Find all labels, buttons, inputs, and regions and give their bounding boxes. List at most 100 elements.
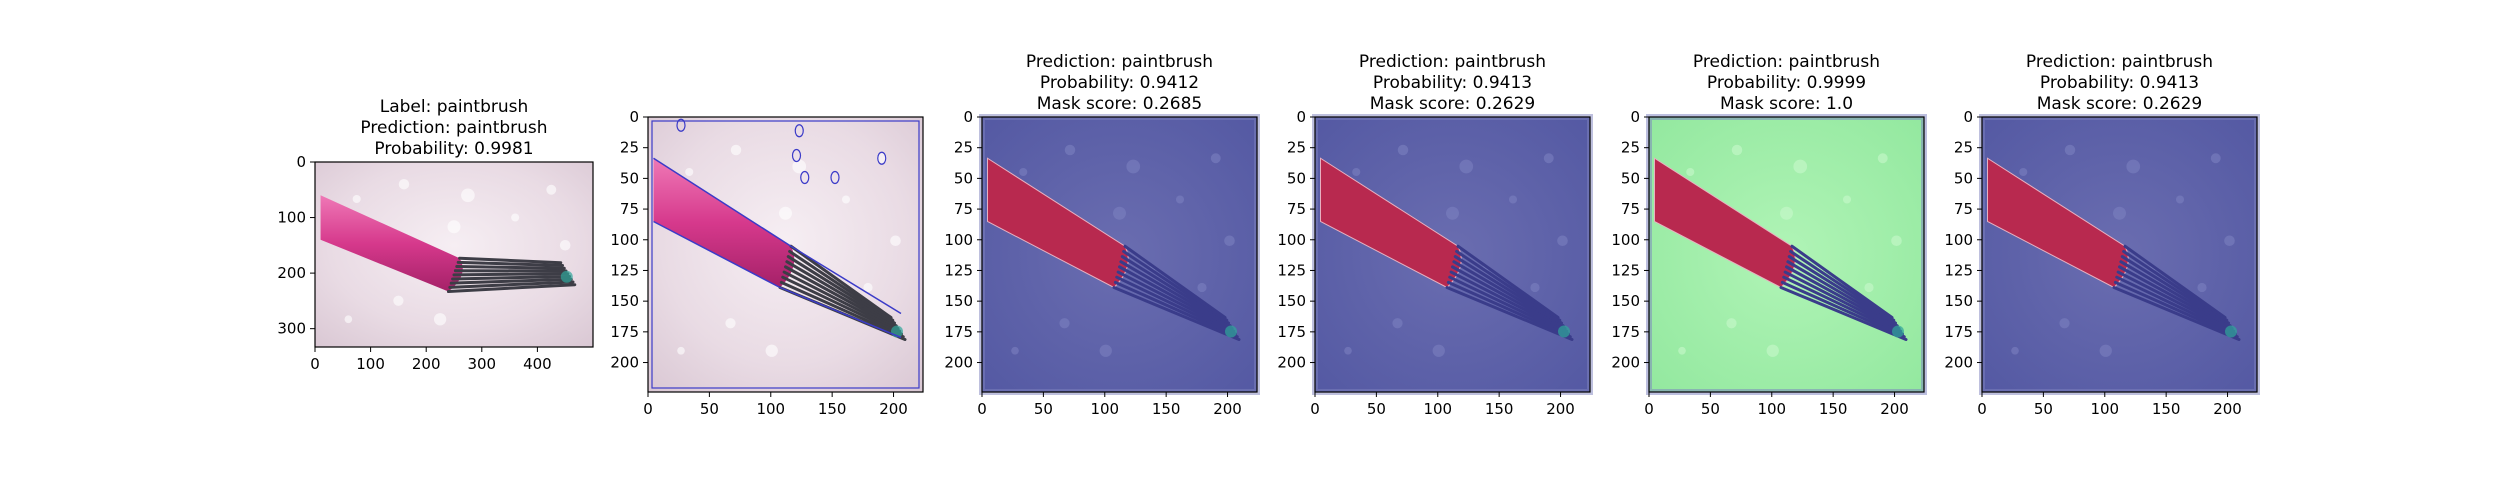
glitter-sparkle bbox=[1126, 159, 1141, 174]
glitter-sparkle bbox=[1446, 206, 1459, 220]
segment-contour bbox=[653, 157, 902, 339]
brush-bristle bbox=[781, 275, 903, 336]
x-tick-label: 100 bbox=[1090, 400, 1119, 418]
x-tick-label: 200 bbox=[879, 400, 908, 418]
brush-bristle bbox=[1119, 260, 1232, 328]
panel-title-line: Prediction: paintbrush bbox=[1693, 52, 1880, 72]
y-tick-label: 25 bbox=[954, 139, 973, 157]
glitter-sparkle bbox=[677, 346, 685, 355]
x-tick-label: 400 bbox=[523, 355, 552, 373]
x-tick-label: 50 bbox=[700, 400, 719, 418]
x-tick-label: 0 bbox=[1310, 400, 1320, 418]
x-tick-label: 100 bbox=[1423, 400, 1452, 418]
blob-contour bbox=[800, 170, 810, 185]
panel-title-line: Probability: 0.9413 bbox=[1373, 73, 1532, 93]
x-tick-label: 150 bbox=[1152, 400, 1181, 418]
glitter-sparkle bbox=[1766, 344, 1779, 357]
glitter-sparkle bbox=[1099, 344, 1112, 357]
glitter-sparkle bbox=[2175, 195, 2185, 204]
panel-title-line: Label: paintbrush bbox=[380, 97, 529, 117]
brush-bristle bbox=[2118, 265, 2234, 330]
brush-handle bbox=[653, 158, 795, 288]
glitter-sparkle bbox=[1175, 195, 1185, 204]
y-tick-label: 125 bbox=[1611, 261, 1640, 279]
brush-bristle bbox=[2123, 244, 2227, 319]
x-tick-label: 200 bbox=[412, 355, 441, 373]
glitter-sparkle bbox=[1543, 153, 1554, 164]
x-tick-label: 100 bbox=[756, 400, 785, 418]
glitter-sparkle bbox=[2224, 235, 2235, 247]
brush-bristle bbox=[1786, 260, 1899, 328]
bristle-tip-glint bbox=[1225, 325, 1237, 338]
brush-bristle bbox=[455, 265, 566, 270]
brush-bristle bbox=[1456, 244, 1560, 319]
y-tick-label: 25 bbox=[1954, 139, 1973, 157]
bristle-tip-glint bbox=[1558, 325, 1570, 338]
x-tick-label: 100 bbox=[2090, 400, 2119, 418]
y-tick-label: 75 bbox=[1621, 200, 1640, 218]
glitter-sparkle bbox=[685, 167, 694, 177]
panel-title-line: Probability: 0.9412 bbox=[1040, 73, 1199, 93]
glitter-sparkle bbox=[1432, 344, 1445, 357]
brush-bristle bbox=[1780, 280, 1906, 339]
glitter-sparkle bbox=[2059, 318, 2070, 329]
glitter-sparkle bbox=[2064, 144, 2076, 156]
brush-bristle bbox=[1787, 255, 1897, 325]
panel-title-line: Mask score: 0.2685 bbox=[1037, 94, 1202, 114]
brush-bristle bbox=[1445, 286, 1574, 341]
y-tick-label: 75 bbox=[1287, 200, 1306, 218]
axes-frame bbox=[1314, 116, 1591, 393]
brush-bristle bbox=[1116, 270, 1236, 333]
y-tick-label: 150 bbox=[944, 292, 973, 310]
blob-contour bbox=[877, 151, 887, 165]
brush-bristle bbox=[456, 260, 565, 267]
brush-bristle bbox=[2122, 249, 2229, 322]
brush-bristle bbox=[782, 270, 902, 333]
x-tick-label: 100 bbox=[1757, 400, 1786, 418]
glitter-sparkle bbox=[2099, 344, 2112, 357]
y-tick-label: 75 bbox=[954, 200, 973, 218]
glitter-sparkle bbox=[1352, 167, 1361, 177]
y-tick-label: 200 bbox=[277, 264, 306, 282]
glitter-sparkle bbox=[841, 195, 851, 204]
image-panel-5: 0 50 100 150 200 0 25 50 75 100 125 150 175 200 Predic… bbox=[1611, 52, 1927, 418]
border-contour bbox=[651, 120, 920, 389]
panel-title-line: Prediction: paintbrush bbox=[2026, 52, 2213, 72]
glitter-sparkle bbox=[2126, 159, 2141, 174]
brush-bristle bbox=[785, 260, 898, 328]
image-panel-2: 0 50 100 150 200 0 25 50 75 100 125 150 175 200 bbox=[610, 108, 924, 418]
x-tick-label: 150 bbox=[818, 400, 847, 418]
x-tick-label: 150 bbox=[2152, 400, 2181, 418]
y-tick-label: 175 bbox=[1277, 323, 1306, 341]
glitter-sparkle bbox=[2210, 153, 2221, 164]
y-tick-label: 200 bbox=[944, 354, 973, 372]
brush-bristle bbox=[1789, 249, 1896, 322]
y-tick-label: 125 bbox=[944, 261, 973, 279]
image-panel-6: 0 50 100 150 200 0 25 50 75 100 125 150 175 200 Predic… bbox=[1944, 52, 2260, 418]
glitter-sparkle bbox=[447, 220, 461, 234]
brush-bristle bbox=[2115, 275, 2237, 336]
image-panel-4: 0 50 100 150 200 0 25 50 75 100 125 150 175 200 Predic… bbox=[1277, 52, 1593, 418]
axes-frame bbox=[1648, 116, 1925, 393]
y-tick-label: 150 bbox=[1611, 292, 1640, 310]
x-tick-label: 0 bbox=[310, 355, 320, 373]
brush-bristle bbox=[1783, 270, 1903, 333]
y-tick-label: 25 bbox=[1621, 139, 1640, 157]
brush-bristle bbox=[2120, 255, 2230, 325]
glitter-sparkle bbox=[779, 206, 792, 220]
image-panel-3: 0 50 100 150 200 0 25 50 75 100 125 150 175 200 Predic… bbox=[944, 52, 1260, 418]
y-tick-label: 150 bbox=[610, 292, 639, 310]
glitter-sparkle bbox=[1392, 318, 1403, 329]
y-tick-label: 0 bbox=[1630, 108, 1640, 126]
glitter-sparkle bbox=[352, 194, 361, 204]
brush-bristle bbox=[1452, 260, 1565, 328]
brush-bristle bbox=[1118, 265, 1234, 330]
x-tick-label: 50 bbox=[2034, 400, 2053, 418]
y-tick-label: 0 bbox=[296, 153, 306, 171]
brush-bristle bbox=[779, 280, 905, 339]
image-panel-1: 0 100 200 300 400 0 100 200 300 Label: paintbrush… bbox=[277, 97, 594, 373]
glitter-sparkle bbox=[1557, 235, 1568, 247]
brush-bristle bbox=[1790, 244, 1894, 319]
glitter-sparkle bbox=[725, 318, 736, 329]
